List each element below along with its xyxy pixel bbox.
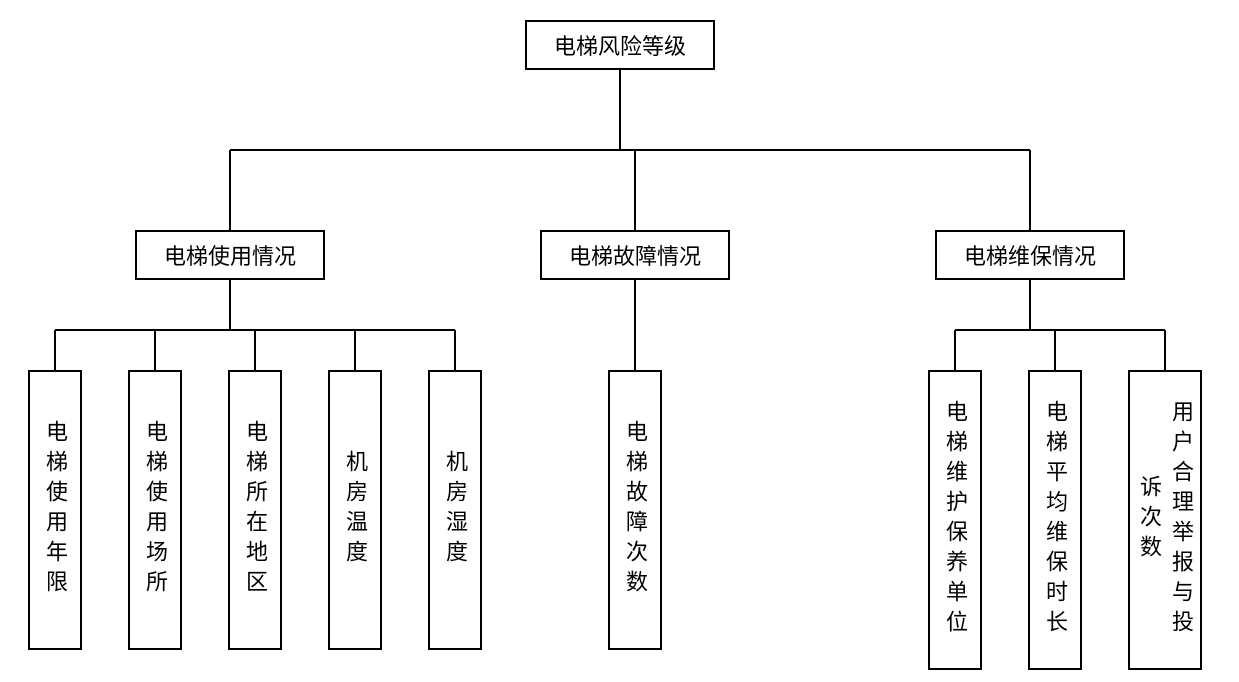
leaf-node-0: 电梯使用年限 xyxy=(28,370,82,650)
leaf-node-4: 机房湿度 xyxy=(428,370,482,650)
root-node: 电梯风险等级 xyxy=(525,20,715,70)
mid-node-fault: 电梯故障情况 xyxy=(540,230,730,280)
mid-node-usage: 电梯使用情况 xyxy=(135,230,325,280)
leaf-node-7: 电梯平均维保时长 xyxy=(1028,370,1082,670)
leaf-node-3: 机房温度 xyxy=(328,370,382,650)
leaf-node-5: 电梯故障次数 xyxy=(608,370,662,650)
leaf-node-2: 电梯所在地区 xyxy=(228,370,282,650)
leaf-node-1: 电梯使用场所 xyxy=(128,370,182,650)
mid-node-maint: 电梯维保情况 xyxy=(935,230,1125,280)
leaf-node-6: 电梯维护保养单位 xyxy=(928,370,982,670)
leaf-node-8: 用户合理举报与投诉次数 xyxy=(1128,370,1202,670)
